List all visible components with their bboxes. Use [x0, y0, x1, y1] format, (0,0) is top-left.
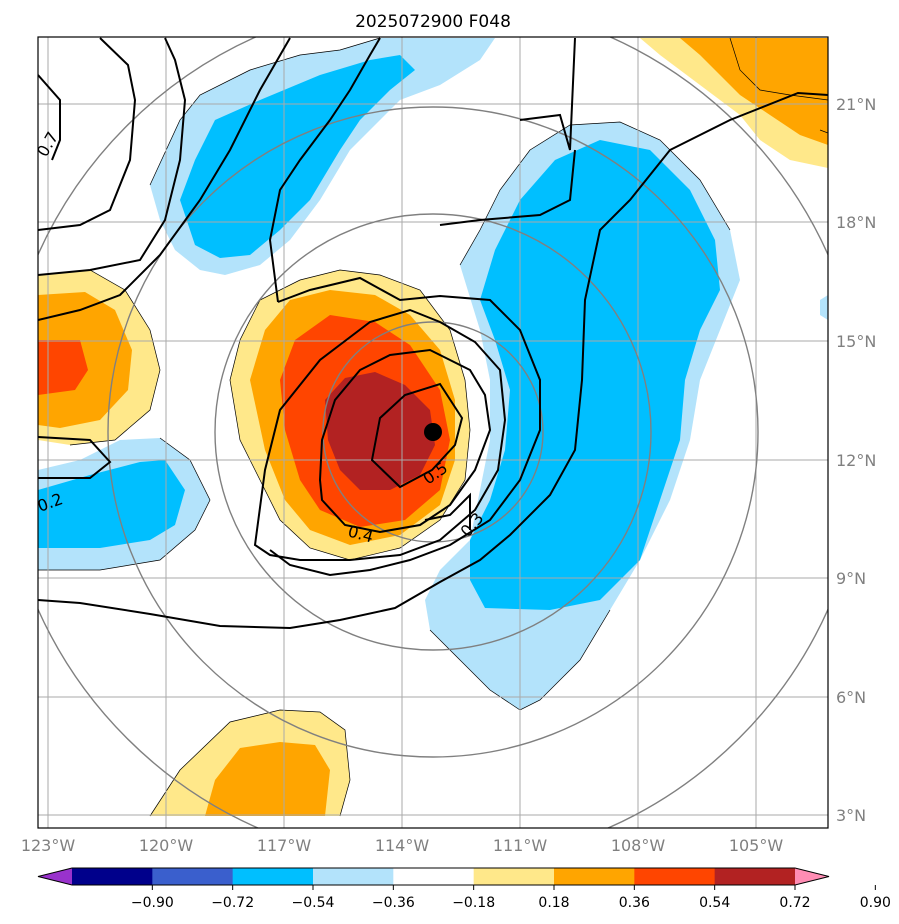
colorbar-tick-label: 0.36 — [619, 895, 650, 911]
lon-label: 117°W — [257, 836, 312, 855]
colorbar-tick-label: 0.54 — [699, 895, 730, 911]
lat-label: 12°N — [836, 451, 876, 470]
lon-label: 114°W — [375, 836, 430, 855]
lat-label: 18°N — [836, 213, 876, 232]
colorbar-tick-label: −0.54 — [292, 895, 335, 911]
colorbar-segment — [714, 868, 796, 885]
distance-rings — [38, 37, 828, 828]
colorbar-tick-label: −0.18 — [452, 895, 495, 911]
shading-outlines — [38, 37, 828, 817]
contour-lines — [38, 37, 828, 630]
graticule — [38, 37, 828, 828]
lat-label: 9°N — [836, 569, 866, 588]
map-title: 2025072900 F048 — [355, 12, 511, 32]
colorbar-segment — [232, 868, 314, 885]
storm-center-marker — [424, 423, 442, 441]
lat-label: 6°N — [836, 688, 866, 707]
colorbar-segment — [72, 868, 153, 885]
latitude-labels: 21°N 18°N 15°N 12°N 9°N 6°N 3°N — [836, 95, 876, 825]
colorbar-segment — [473, 868, 555, 885]
colorbar-segment — [634, 868, 716, 885]
colorbar-extend-high — [795, 868, 829, 885]
colorbar-tick-label: −0.72 — [211, 895, 254, 911]
longitude-labels: 123°W 120°W 117°W 114°W 111°W 108°W 105°… — [21, 836, 784, 855]
colorbar: −0.90 −0.72 −0.54 −0.36 −0.18 0.18 0.36 0.54 0.7… — [37, 867, 891, 911]
map-frame — [37, 36, 829, 829]
negative-anomaly-shading — [38, 38, 828, 710]
colorbar-segment — [152, 868, 234, 885]
lat-label: 15°N — [836, 332, 876, 351]
colorbar-outline — [37, 867, 830, 886]
colorbar-tick-label: 0.72 — [779, 895, 810, 911]
lon-label: 105°W — [729, 836, 784, 855]
map-area: 0.7 0.2 0.5 0.4 0.3 — [38, 37, 828, 828]
lat-label: 21°N — [836, 95, 876, 114]
lon-label: 120°W — [139, 836, 194, 855]
lon-label: 123°W — [21, 836, 76, 855]
colorbar-segment — [554, 868, 635, 885]
colorbar-segment — [393, 868, 475, 885]
lon-label: 108°W — [611, 836, 666, 855]
colorbar-tick-label: 0.90 — [860, 895, 891, 911]
colorbar-tick-label: 0.18 — [538, 895, 569, 911]
colorbar-tick-label: −0.90 — [131, 895, 174, 911]
lat-label: 3°N — [836, 806, 866, 825]
colorbar-tick-label: −0.36 — [372, 895, 415, 911]
colorbar-segment — [313, 868, 394, 885]
colorbar-extend-low — [38, 868, 72, 885]
lon-label: 111°W — [493, 836, 548, 855]
